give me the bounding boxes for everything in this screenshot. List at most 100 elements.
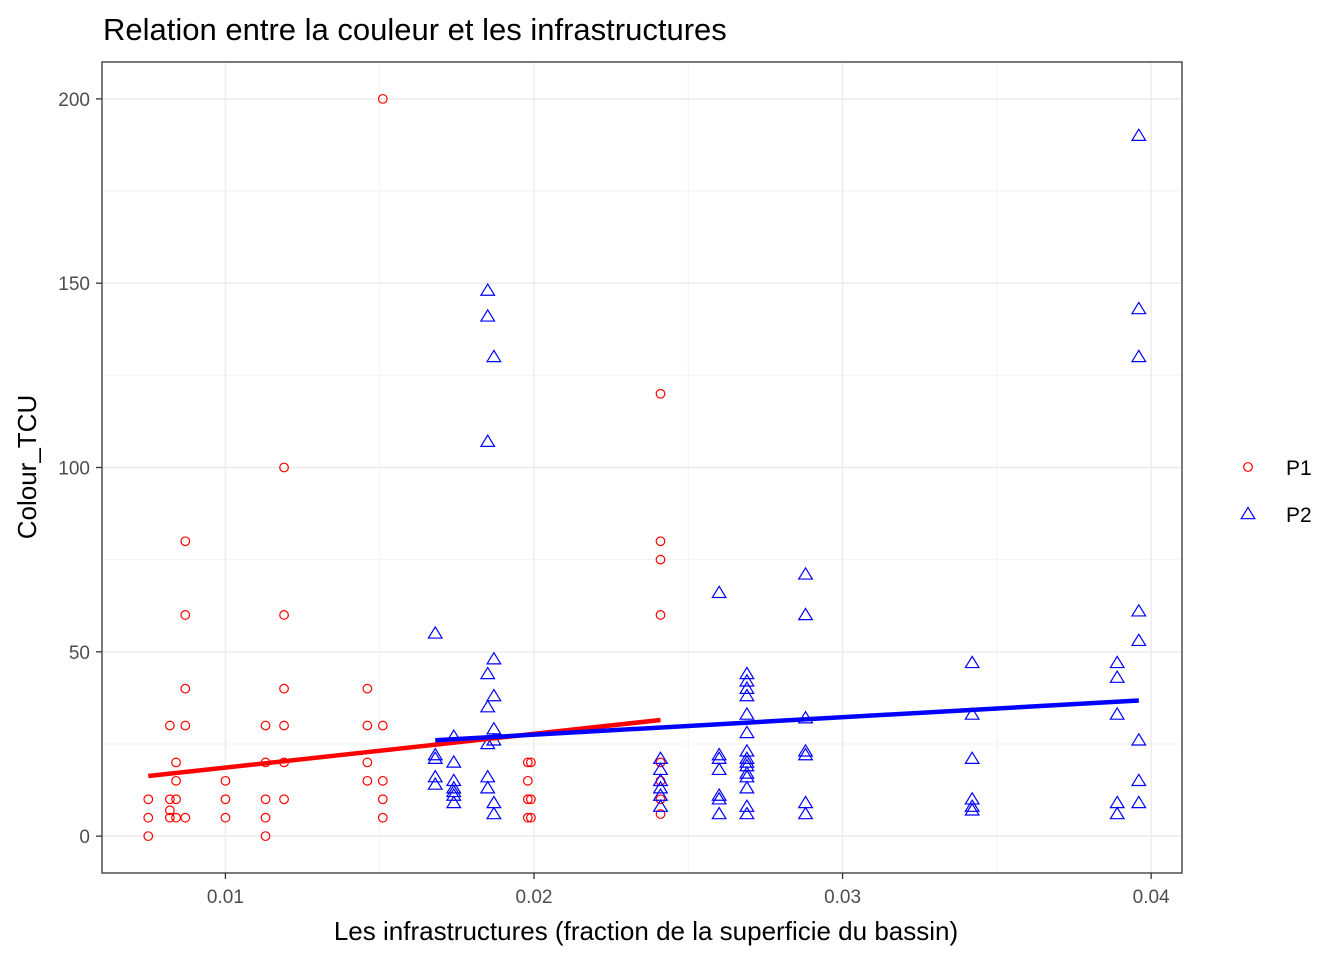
point-p1: [220, 775, 231, 786]
point-p2: [479, 434, 496, 447]
point-p1: [260, 720, 271, 731]
point-p1: [180, 536, 191, 547]
point-p1: [522, 775, 533, 786]
grid-major: [102, 62, 1182, 873]
point-p1: [180, 812, 191, 823]
point-p2: [445, 754, 462, 768]
point-p1: [655, 388, 666, 399]
y-axis: 0 50 100 150 200: [58, 90, 102, 848]
point-p2: [739, 769, 755, 783]
point-p2: [711, 806, 728, 820]
point-p2: [427, 776, 444, 790]
point-p2: [964, 655, 981, 669]
x-tick-label: 0.04: [1133, 887, 1170, 908]
point-p2: [711, 747, 728, 761]
trend-line-p2: [435, 698, 1139, 743]
point-p1: [164, 720, 175, 731]
point-p2: [652, 798, 669, 812]
legend-item-p1: P1: [1243, 457, 1312, 480]
point-p2: [652, 780, 669, 794]
point-p2: [445, 780, 462, 794]
point-p2: [964, 706, 981, 720]
point-p1: [526, 812, 536, 823]
point-p2: [711, 787, 728, 801]
point-p2: [739, 673, 755, 687]
y-axis-title: Colour_TCU: [12, 395, 42, 540]
point-p1: [164, 805, 175, 816]
point-p2: [739, 754, 755, 768]
point-p1: [522, 812, 533, 823]
x-axis: 0.01 0.02 0.03 0.04: [207, 873, 1170, 908]
point-p1: [143, 831, 154, 842]
point-p1: [260, 831, 271, 842]
x-tick-label: 0.01: [207, 887, 244, 908]
point-p1: [279, 683, 289, 694]
point-p2: [479, 666, 496, 680]
y-tick-label: 50: [69, 643, 90, 664]
point-p2: [485, 349, 502, 363]
point-p1: [220, 812, 231, 823]
point-p2: [652, 762, 669, 776]
trend-lines: [148, 698, 1139, 779]
point-p1: [180, 610, 191, 620]
point-p1: [655, 757, 666, 768]
point-p1: [377, 775, 388, 786]
point-p1: [171, 794, 181, 805]
point-p1: [362, 775, 373, 786]
point-p1: [279, 610, 289, 620]
point-p1: [522, 757, 533, 768]
chart-title: Relation entre la couleur et les infrast…: [103, 12, 727, 47]
point-p1: [279, 462, 289, 473]
point-p2: [797, 795, 814, 809]
point-p2: [964, 791, 981, 805]
point-p2: [1109, 806, 1126, 820]
point-p1: [526, 794, 536, 805]
point-p1: [377, 93, 388, 104]
point-p2: [739, 798, 755, 812]
legend: P1 P2: [1240, 457, 1312, 527]
point-p2: [427, 751, 444, 765]
grid-minor: [102, 62, 1182, 873]
point-p2: [652, 751, 669, 765]
y-tick-label: 200: [58, 90, 90, 111]
point-p2: [479, 736, 496, 750]
point-p1: [377, 812, 388, 823]
point-p2: [964, 751, 981, 765]
point-p1: [655, 554, 666, 565]
point-p2: [427, 747, 444, 761]
point-p2: [797, 743, 814, 757]
point-p2: [1130, 301, 1147, 315]
point-p2: [797, 747, 814, 761]
point-p1: [655, 794, 666, 805]
point-p1: [655, 536, 666, 547]
point-p2: [479, 308, 496, 322]
y-tick-label: 0: [79, 827, 90, 848]
point-p2: [711, 585, 728, 599]
point-p2: [1109, 706, 1126, 720]
point-p1: [362, 757, 373, 768]
x-axis-title: Les infrastructures (fraction de la supe…: [334, 916, 958, 946]
point-p2: [964, 798, 981, 812]
point-p2: [739, 706, 755, 720]
point-p2: [739, 758, 755, 772]
point-p1: [180, 683, 191, 694]
point-p1: [171, 812, 181, 823]
legend-key-p1: [1243, 462, 1253, 472]
point-p2: [739, 681, 755, 694]
point-p2: [797, 806, 814, 820]
point-p2: [711, 791, 728, 805]
point-p2: [739, 751, 755, 765]
point-p2: [1130, 128, 1147, 142]
point-p2: [479, 699, 496, 713]
point-p2: [739, 688, 755, 702]
point-p2: [739, 780, 755, 794]
point-p2: [739, 725, 755, 739]
point-p2: [479, 780, 496, 794]
point-p2: [1109, 655, 1126, 669]
point-p1: [522, 794, 533, 805]
point-p1: [260, 812, 271, 823]
point-p2: [1130, 795, 1147, 809]
data-marks: [143, 93, 1147, 842]
point-p1: [171, 757, 181, 768]
